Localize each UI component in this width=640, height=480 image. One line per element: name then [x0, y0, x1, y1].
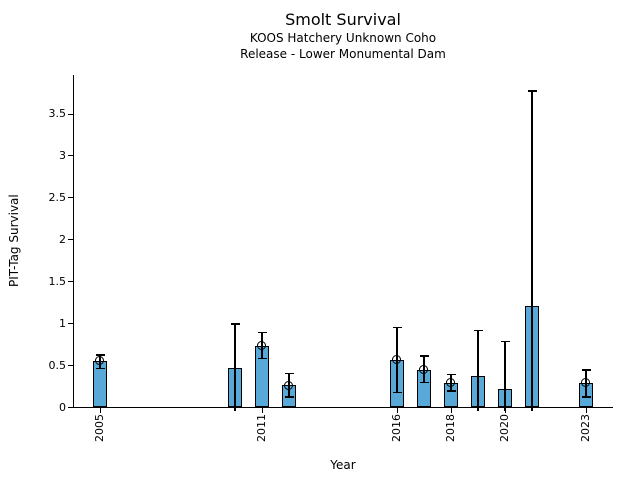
error-cap-bottom-2018 — [446, 390, 456, 392]
chart-title: Smolt Survival — [285, 10, 401, 29]
error-cap-top-2017 — [419, 355, 429, 357]
error-cap-top-2012 — [284, 372, 294, 375]
error-cap-top-2019 — [473, 329, 483, 332]
error-cap-bottom-2012 — [284, 396, 294, 398]
y-tick-label: 1.5 — [48, 274, 67, 288]
y-tick-mark — [68, 239, 73, 241]
error-bar-2021 — [531, 90, 533, 411]
error-cap-top-2018 — [446, 373, 456, 376]
error-cap-top-2023 — [581, 369, 591, 371]
x-tick-label-2016: 2016 — [390, 414, 403, 442]
y-tick-mark — [68, 155, 73, 157]
y-axis-spine — [73, 75, 74, 408]
x-axis-label: Year — [330, 458, 356, 472]
error-cap-bottom-2016 — [392, 391, 402, 394]
error-cap-top-2011 — [257, 331, 267, 334]
point-marker-2023 — [581, 377, 591, 387]
error-bar-2020 — [504, 341, 506, 411]
x-tick-mark — [262, 408, 263, 413]
point-marker-2005 — [95, 356, 105, 366]
y-tick-label: 2.5 — [48, 190, 67, 204]
error-cap-top-2005 — [95, 354, 105, 356]
error-cap-bottom-2017 — [419, 381, 429, 384]
x-tick-mark — [451, 408, 452, 413]
error-cap-bottom-2011 — [257, 357, 267, 360]
x-tick-label-2005: 2005 — [93, 414, 106, 442]
y-tick-label: 2 — [59, 232, 66, 246]
error-cap-bottom-2005 — [95, 367, 105, 370]
x-tick-label-2020: 2020 — [498, 414, 511, 442]
x-tick-mark — [100, 408, 101, 413]
y-tick-label: 3 — [59, 148, 66, 162]
point-marker-2012 — [284, 380, 294, 390]
error-cap-top-2010 — [230, 323, 240, 325]
x-tick-label-2018: 2018 — [444, 414, 457, 442]
y-tick-label: 3.5 — [48, 107, 67, 121]
y-tick-mark — [68, 323, 73, 325]
y-tick-mark — [68, 197, 73, 199]
point-marker-2016 — [392, 355, 402, 365]
point-marker-2018 — [446, 377, 456, 387]
y-tick-mark — [68, 281, 73, 283]
y-tick-mark — [68, 113, 73, 115]
y-tick-label: 0.5 — [48, 358, 67, 372]
error-cap-top-2020 — [500, 340, 510, 343]
error-bar-2019 — [477, 330, 479, 411]
x-tick-label-2023: 2023 — [579, 414, 592, 442]
chart-subtitle-line1: KOOS Hatchery Unknown Coho — [249, 31, 437, 45]
error-cap-top-2016 — [392, 326, 402, 329]
error-cap-bottom-2023 — [581, 396, 591, 398]
x-axis-spine — [73, 407, 613, 408]
y-tick-mark — [68, 365, 73, 367]
y-tick-label: 0 — [59, 400, 66, 414]
x-tick-label-2011: 2011 — [255, 414, 268, 442]
x-tick-mark — [586, 408, 587, 413]
point-marker-2017 — [419, 365, 429, 375]
point-marker-2011 — [257, 341, 267, 351]
error-bar-2010 — [234, 324, 236, 411]
error-cap-top-2021 — [527, 90, 537, 92]
y-tick-label: 1 — [59, 316, 66, 330]
chart-subtitle-line2: Release - Lower Monumental Dam — [240, 47, 446, 61]
y-tick-mark — [68, 407, 73, 408]
x-tick-mark — [397, 408, 398, 413]
